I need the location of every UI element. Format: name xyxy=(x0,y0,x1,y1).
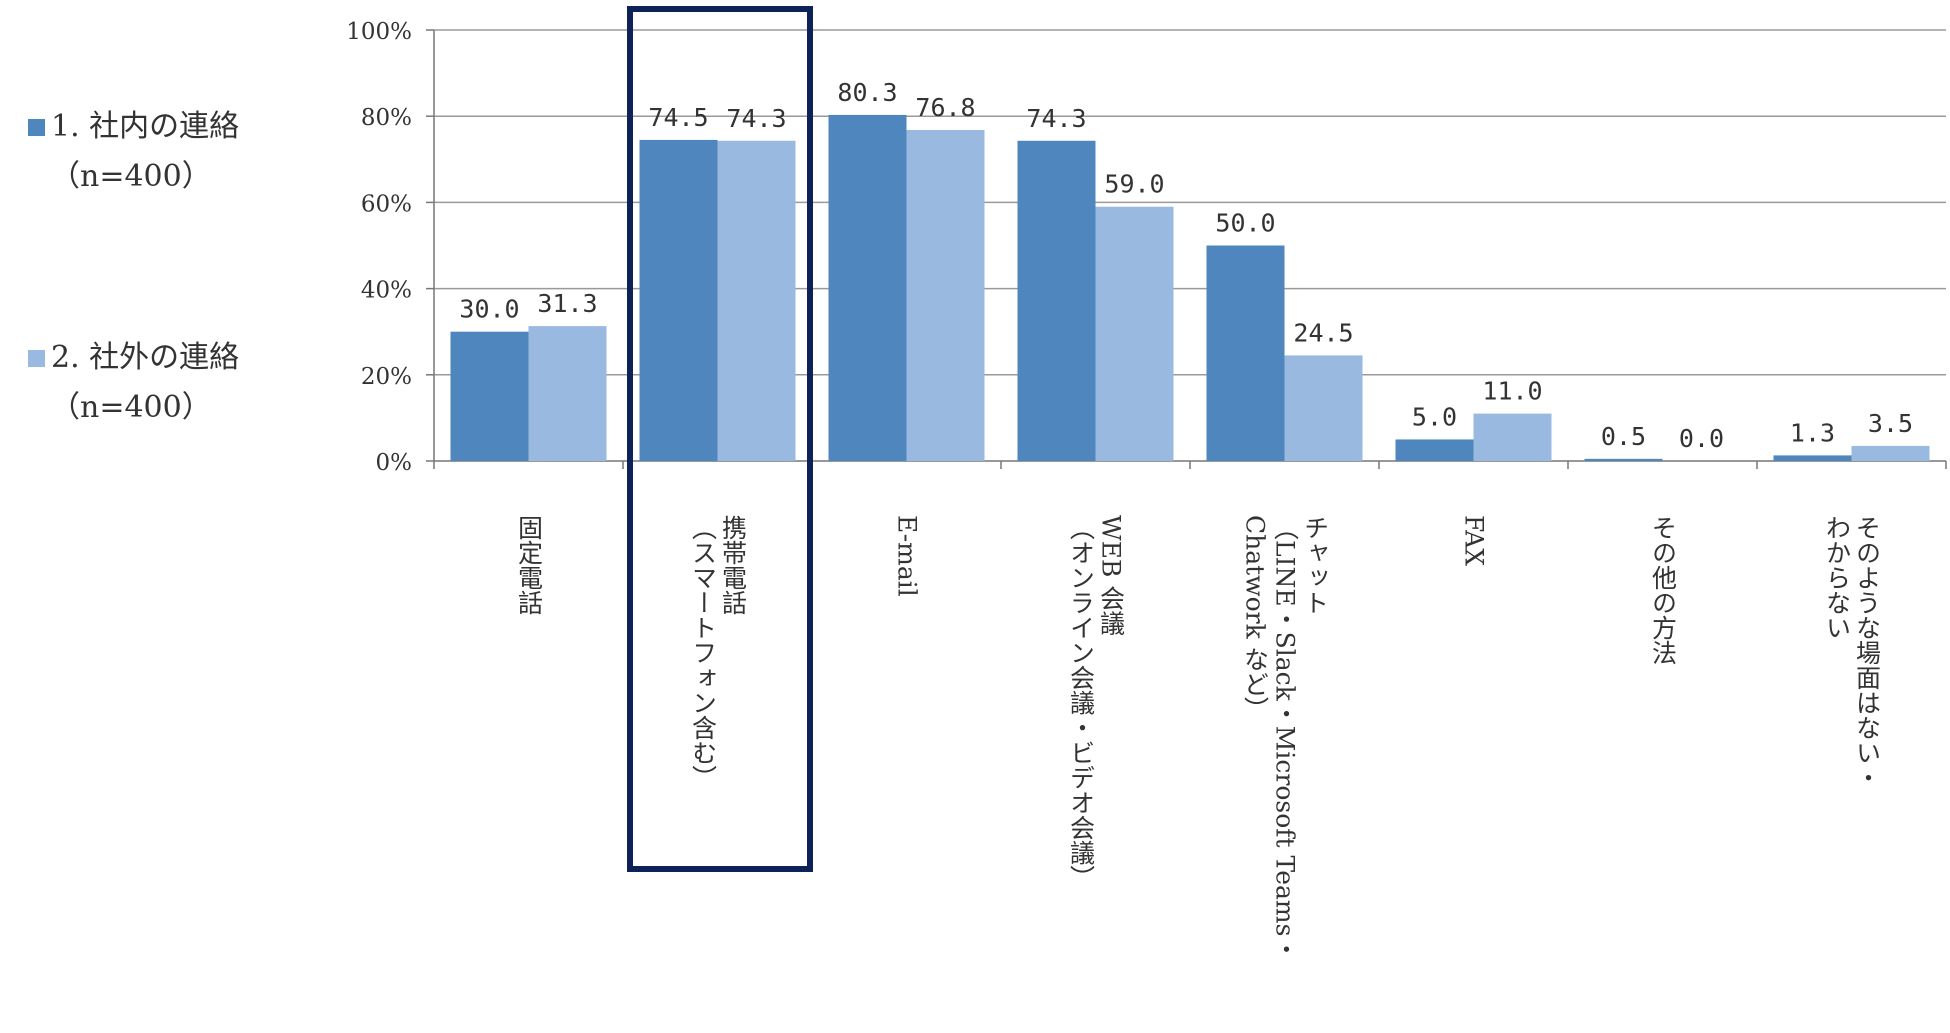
legend-swatch-external xyxy=(28,349,45,367)
y-tick-label: 40% xyxy=(361,278,412,304)
bar xyxy=(1017,140,1096,461)
x-tick-label-line: （LINE・Slack・Microsoft Teams・ xyxy=(1270,515,1300,962)
legend-label-internal: 1. 社内の連絡 xyxy=(51,109,240,144)
x-tick-label-line: FAX xyxy=(1459,515,1489,567)
data-label: 5.0 xyxy=(1412,402,1457,431)
data-label: 76.8 xyxy=(915,93,975,122)
data-label: 3.5 xyxy=(1868,409,1913,438)
legend-n-external: （n=400） xyxy=(50,390,212,425)
bar xyxy=(828,114,907,462)
data-label: 24.5 xyxy=(1293,318,1353,347)
bar xyxy=(1584,458,1663,461)
y-tick-label: 20% xyxy=(361,364,412,390)
legend-label-external: 2. 社外の連絡 xyxy=(51,340,240,375)
data-label: 0.5 xyxy=(1601,422,1646,451)
x-tick-label-line: 固定電話 xyxy=(514,515,544,615)
data-label: 50.0 xyxy=(1215,209,1275,238)
x-tick-label: 携帯電話 （スマートフォン含む） xyxy=(688,515,748,790)
bar xyxy=(1773,455,1852,461)
bar xyxy=(1473,413,1552,461)
data-label: 74.3 xyxy=(726,104,786,133)
bar xyxy=(528,326,607,461)
bar xyxy=(639,139,718,461)
bar xyxy=(450,331,529,461)
x-tick-label-line: （オンライン会議・ビデオ会議） xyxy=(1066,515,1096,890)
data-label: 30.0 xyxy=(459,295,519,324)
data-label: 0.0 xyxy=(1679,424,1724,453)
y-tick-label: 60% xyxy=(361,191,412,217)
x-tick-label: その他の方法 xyxy=(1648,515,1678,665)
bar xyxy=(1851,445,1930,461)
data-label: 11.0 xyxy=(1482,377,1542,406)
x-tick-label: チャット （LINE・Slack・Microsoft Teams・ Chatwork… xyxy=(1240,515,1330,961)
bar xyxy=(906,129,985,461)
x-tick-label-line: WEB 会議 xyxy=(1096,515,1126,636)
x-tick-label: E-mail xyxy=(892,515,922,597)
x-tick-label: WEB 会議 （オンライン会議・ビデオ会議） xyxy=(1066,515,1126,890)
x-tick-label-line: Chatwork など） xyxy=(1240,515,1270,722)
data-label: 80.3 xyxy=(837,78,897,107)
x-tick-label-line: その他の方法 xyxy=(1648,515,1678,665)
x-tick-label-line: 携帯電話 xyxy=(718,515,748,615)
legend-item-internal: 1. 社内の連絡 （n=400） xyxy=(28,102,239,202)
x-tick-label-line: （スマートフォン含む） xyxy=(688,515,718,790)
legend-item-external: 2. 社外の連絡 （n=400） xyxy=(28,333,239,433)
x-tick-label-line: チャット xyxy=(1300,515,1330,615)
data-label: 74.5 xyxy=(648,103,708,132)
legend-swatch-internal xyxy=(28,118,45,136)
y-tick-label: 0% xyxy=(376,450,413,476)
y-tick-label: 80% xyxy=(361,105,412,131)
bar xyxy=(1206,245,1285,461)
x-tick-label: そのような場面はない・ わからない xyxy=(1822,515,1882,790)
data-label: 1.3 xyxy=(1790,418,1835,447)
highlight-box xyxy=(627,6,813,872)
data-label: 74.3 xyxy=(1026,104,1086,133)
data-label: 31.3 xyxy=(537,289,597,318)
data-label: 59.0 xyxy=(1104,170,1164,199)
x-tick-label: 固定電話 xyxy=(514,515,544,615)
y-tick-label: 100% xyxy=(346,19,412,45)
x-tick-label-line: そのような場面はない・ xyxy=(1852,515,1882,790)
x-tick-label-line: E-mail xyxy=(892,515,922,597)
bar xyxy=(1284,355,1363,461)
x-tick-label: FAX xyxy=(1459,515,1489,566)
bar xyxy=(1095,206,1174,461)
bar xyxy=(717,140,796,461)
bar xyxy=(1395,439,1474,461)
x-tick-label-line: わからない xyxy=(1822,515,1852,640)
legend-n-internal: （n=400） xyxy=(50,159,212,194)
